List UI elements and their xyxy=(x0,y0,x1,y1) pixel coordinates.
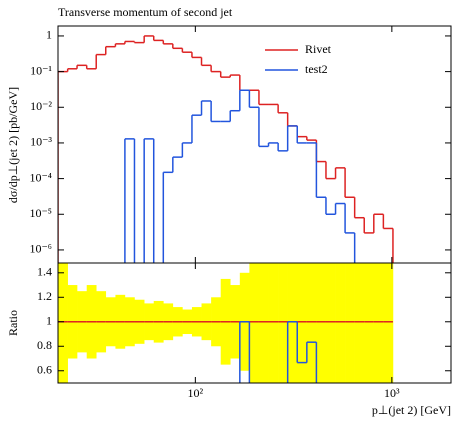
y-tick-label: 10⁻² xyxy=(30,99,52,113)
main-frame xyxy=(57,25,452,264)
ratio-band xyxy=(354,263,365,383)
ratio-band xyxy=(58,263,68,383)
x-tick-label: 10² xyxy=(188,386,204,400)
y-tick-label: 10⁻⁵ xyxy=(29,206,52,220)
y-tick-label: 1 xyxy=(46,28,52,42)
ratio-band xyxy=(373,263,384,383)
y-tick-label: 10⁻⁴ xyxy=(29,170,52,184)
y-tick-label: 10⁻¹ xyxy=(30,63,52,77)
ratio-band xyxy=(364,263,375,383)
ratio-tick-label: 1 xyxy=(46,314,52,328)
ratio-tick-label: 0.6 xyxy=(37,363,52,377)
ratio-band xyxy=(306,263,317,383)
ratio-band xyxy=(258,263,269,383)
ratio-band xyxy=(316,263,327,383)
ratio-frame xyxy=(57,262,452,384)
ratio-band xyxy=(325,263,336,383)
x-axis-label: p⊥(jet 2) [GeV] xyxy=(372,403,451,417)
ratio-band xyxy=(278,263,288,383)
x-tick-label: 10³ xyxy=(384,386,400,400)
ratio-band xyxy=(335,263,346,383)
ratio-band xyxy=(383,263,394,383)
ratio-tick-label: 1.2 xyxy=(37,289,52,303)
ratio-band xyxy=(287,263,298,383)
chart-title: Transverse momentum of second jet xyxy=(58,5,233,19)
ratio-band xyxy=(249,263,260,383)
legend-label: test2 xyxy=(305,62,328,76)
ratio-band xyxy=(297,263,308,383)
ratio-band xyxy=(268,263,279,383)
ratio-axis-label: Ratio xyxy=(6,310,20,336)
y-axis-label: dσ/dp⊥(jet 2) [pb/GeV] xyxy=(6,87,20,203)
ratio-tick-label: 1.4 xyxy=(37,265,52,279)
y-tick-label: 10⁻³ xyxy=(30,135,52,149)
y-tick-label: 10⁻⁶ xyxy=(29,242,52,256)
ratio-band xyxy=(345,263,355,383)
ratio-tick-label: 0.8 xyxy=(37,338,52,352)
legend-label: Rivet xyxy=(305,42,332,56)
